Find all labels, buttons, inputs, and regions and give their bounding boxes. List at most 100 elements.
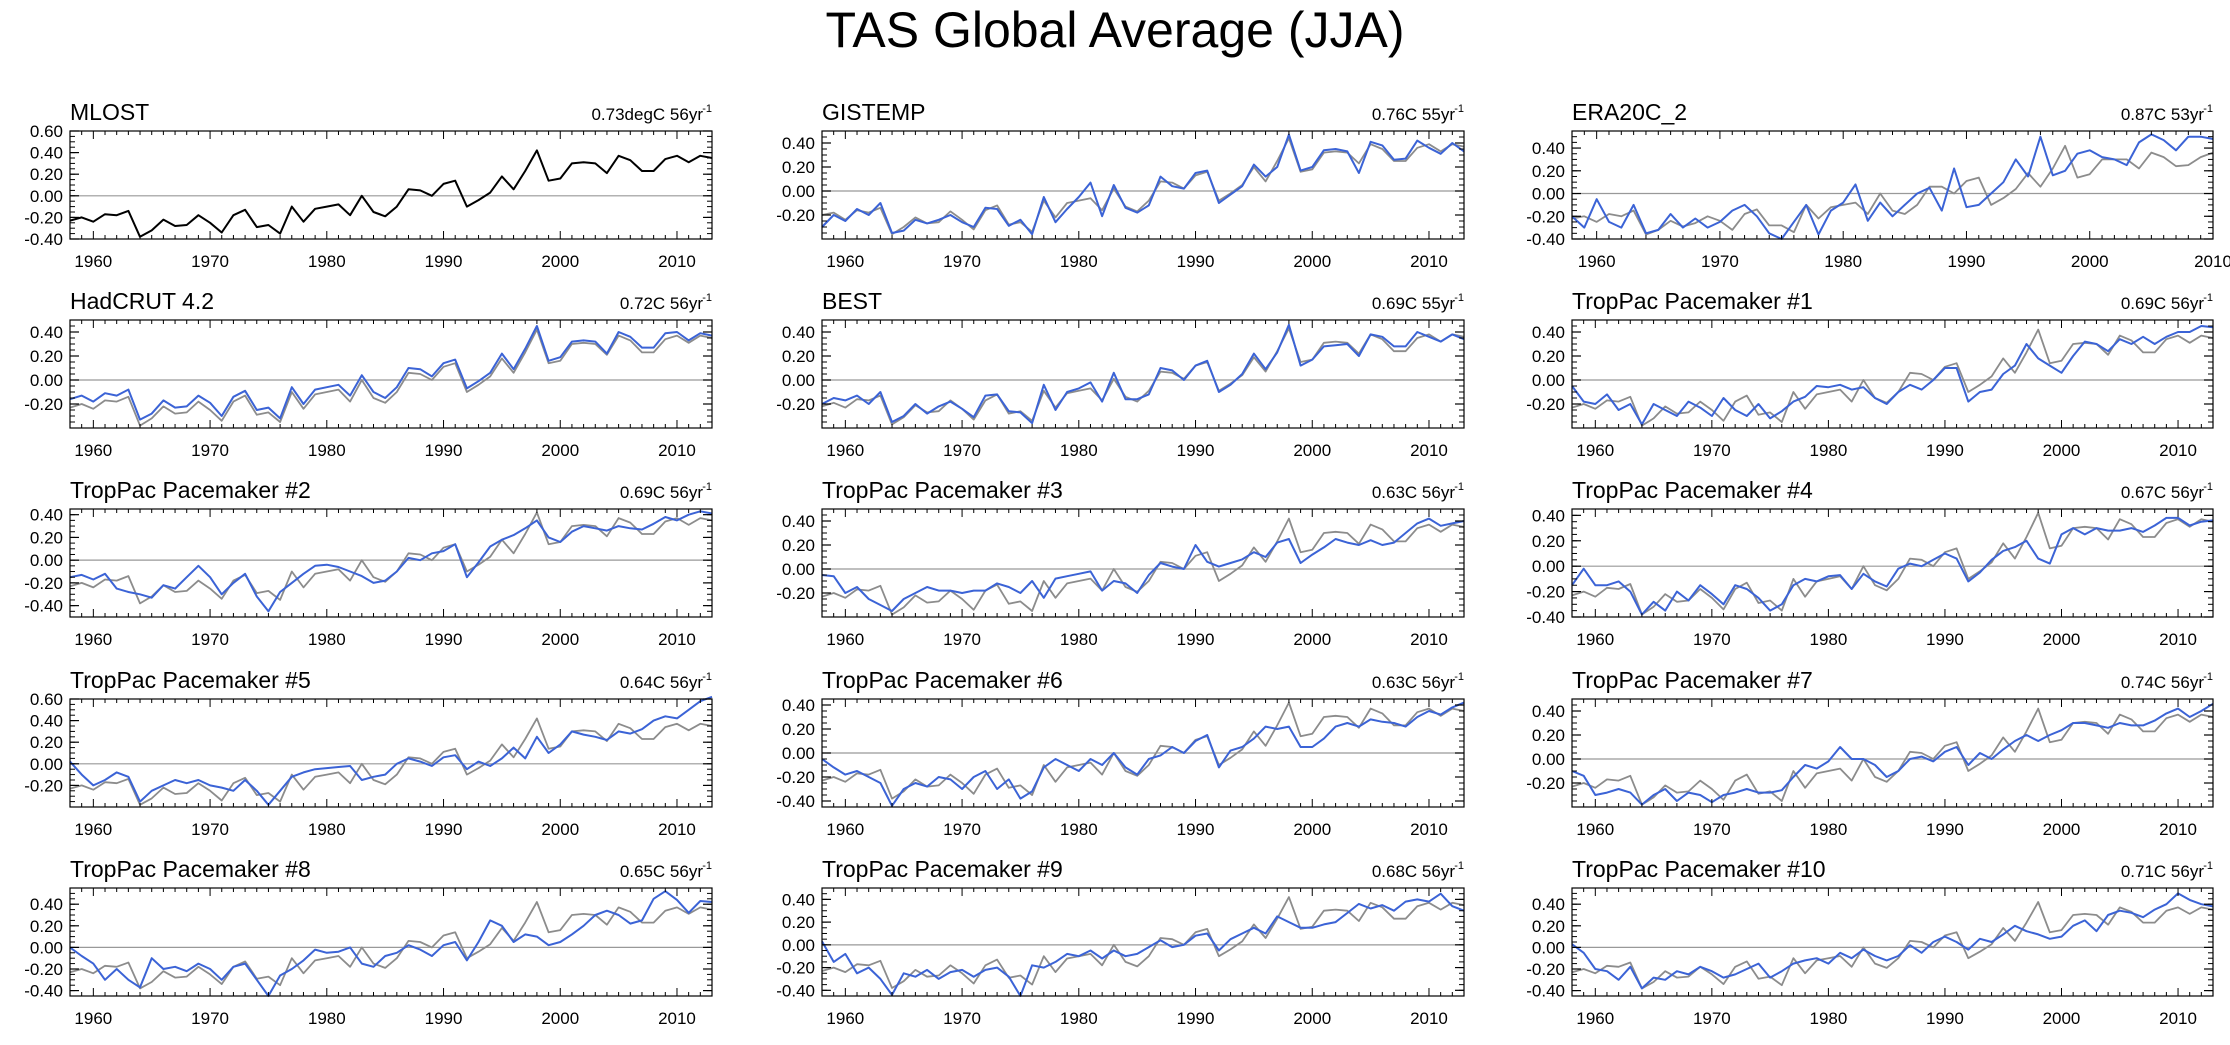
- panel-title: TropPac Pacemaker #2: [70, 477, 311, 503]
- y-tick-label: 0.40: [30, 144, 63, 163]
- panel-9: 1960 1970 1980 1990 2000 2010 -0.40 -0.20 0.00 0.…: [1526, 477, 2214, 649]
- plot-frame: [1571, 887, 2214, 997]
- panel-title: TropPac Pacemaker #1: [1572, 288, 1813, 314]
- x-tick-label: 1990: [1926, 630, 1964, 649]
- y-tick-label: -0.40: [1526, 982, 1565, 1001]
- y-tick-label: 0.00: [782, 560, 815, 579]
- x-tick-label: 1990: [1926, 1009, 1964, 1028]
- x-tick-label: 2010: [658, 820, 696, 839]
- y-tick-label: -0.40: [24, 597, 63, 616]
- series-line-model: [1571, 133, 2214, 240]
- y-tick-label: -0.40: [1526, 230, 1565, 249]
- x-tick-label: 2000: [1293, 1009, 1331, 1028]
- y-tick-label: 0.20: [782, 158, 815, 177]
- x-tick-label: 1970: [191, 820, 229, 839]
- x-tick-label: 1970: [1693, 441, 1731, 460]
- y-tick-label: 0.20: [1532, 347, 1565, 366]
- x-tick-label: 1970: [191, 630, 229, 649]
- y-tick-label: 0.20: [30, 347, 63, 366]
- plot-frame: [1571, 508, 2214, 618]
- trend-annotation-superscript: -1: [702, 292, 712, 304]
- x-tick-label: 2010: [1410, 630, 1448, 649]
- x-tick-label: 2010: [2159, 1009, 2197, 1028]
- series-line-model: [69, 325, 713, 421]
- x-tick-label: 1960: [826, 820, 864, 839]
- x-tick-label: 2010: [1410, 1009, 1448, 1028]
- y-tick-label: 0.60: [30, 690, 63, 709]
- x-tick-label: 2000: [2043, 441, 2081, 460]
- x-tick-label: 2010: [1410, 820, 1448, 839]
- x-tick-label: 2010: [658, 630, 696, 649]
- series-line-model: [69, 890, 713, 997]
- y-tick-label: -0.20: [24, 776, 63, 795]
- y-tick-label: 0.40: [30, 712, 63, 731]
- series-line-reference: [69, 511, 713, 605]
- panel-12: 1960 1970 1980 1990 2000 2010 -0.20 0.00 0.20 0.4…: [1526, 667, 2214, 839]
- y-tick-label: 0.00: [30, 371, 63, 390]
- x-tick-label: 1970: [943, 252, 981, 271]
- x-tick-label: 2000: [541, 252, 579, 271]
- series-line-reference: [1571, 511, 2214, 616]
- plot-frame: [69, 130, 713, 240]
- series-line-reference: [1571, 901, 2214, 990]
- y-tick-label: 0.40: [782, 890, 815, 909]
- x-tick-label: 1980: [1060, 1009, 1098, 1028]
- trend-annotation: 0.69C 55yr: [1372, 294, 1455, 313]
- x-tick-label: 2000: [1293, 630, 1331, 649]
- x-tick-label: 1990: [1177, 630, 1215, 649]
- panel-7: 1960 1970 1980 1990 2000 2010 -0.40 -0.20 0.00 0.…: [24, 477, 713, 649]
- x-tick-label: 1980: [308, 1009, 346, 1028]
- y-tick-label: -0.20: [24, 208, 63, 227]
- y-tick-label: 0.00: [1532, 185, 1565, 204]
- series-line-model: [69, 695, 713, 806]
- plot-frame: [821, 508, 1465, 618]
- x-tick-label: 1980: [1809, 1009, 1847, 1028]
- y-tick-label: 0.00: [782, 936, 815, 955]
- trend-annotation-superscript: -1: [2203, 103, 2213, 115]
- y-tick-label: -0.20: [1526, 395, 1565, 414]
- x-tick-label: 1990: [425, 630, 463, 649]
- x-tick-label: 1970: [191, 441, 229, 460]
- series-line-model: [821, 133, 1465, 236]
- y-tick-label: 0.20: [1532, 162, 1565, 181]
- y-tick-label: -0.40: [776, 792, 815, 811]
- trend-annotation: 0.74C 56yr: [2121, 673, 2204, 692]
- series-line-model: [1571, 892, 2214, 990]
- panel-4: 1960 1970 1980 1990 2000 2010 -0.20 0.00 0.20 0.4…: [24, 288, 713, 460]
- panel-title: BEST: [822, 288, 882, 314]
- plot-frame: [69, 887, 713, 997]
- x-tick-label: 1990: [1177, 1009, 1215, 1028]
- x-tick-label: 1960: [826, 252, 864, 271]
- y-tick-label: 0.40: [1532, 139, 1565, 158]
- x-tick-label: 1990: [425, 820, 463, 839]
- panel-5: 1960 1970 1980 1990 2000 2010 -0.20 0.00 0.20 0.4…: [776, 288, 1465, 460]
- y-tick-label: 0.00: [30, 187, 63, 206]
- y-tick-label: -0.20: [1526, 774, 1565, 793]
- x-tick-label: 2010: [658, 441, 696, 460]
- series-line-model: [821, 323, 1465, 425]
- x-tick-label: 1980: [1060, 820, 1098, 839]
- x-tick-label: 2000: [1293, 252, 1331, 271]
- x-tick-label: 1980: [308, 441, 346, 460]
- y-tick-label: 0.20: [1532, 726, 1565, 745]
- y-tick-label: -0.20: [24, 574, 63, 593]
- x-tick-label: 1970: [943, 820, 981, 839]
- x-tick-label: 2000: [2043, 820, 2081, 839]
- trend-annotation-superscript: -1: [1454, 103, 1464, 115]
- panel-title: TropPac Pacemaker #4: [1572, 477, 1813, 503]
- y-tick-label: -0.40: [776, 981, 815, 1000]
- y-tick-label: -0.20: [776, 584, 815, 603]
- y-tick-label: 0.40: [1532, 895, 1565, 914]
- panel-title: MLOST: [70, 99, 149, 125]
- x-tick-label: 1990: [1948, 252, 1986, 271]
- series-line-model: [69, 510, 713, 613]
- trend-annotation: 0.63C 56yr: [1372, 673, 1455, 692]
- trend-annotation-superscript: -1: [702, 671, 712, 683]
- panel-title: GISTEMP: [822, 99, 926, 125]
- trend-annotation-superscript: -1: [1454, 292, 1464, 304]
- x-tick-label: 1960: [1576, 630, 1614, 649]
- x-tick-label: 1990: [425, 252, 463, 271]
- panel-14: 1960 1970 1980 1990 2000 2010 -0.40 -0.20 0.00 0.…: [776, 856, 1465, 1028]
- x-tick-label: 2000: [2071, 252, 2109, 271]
- trend-annotation: 0.63C 56yr: [1372, 483, 1455, 502]
